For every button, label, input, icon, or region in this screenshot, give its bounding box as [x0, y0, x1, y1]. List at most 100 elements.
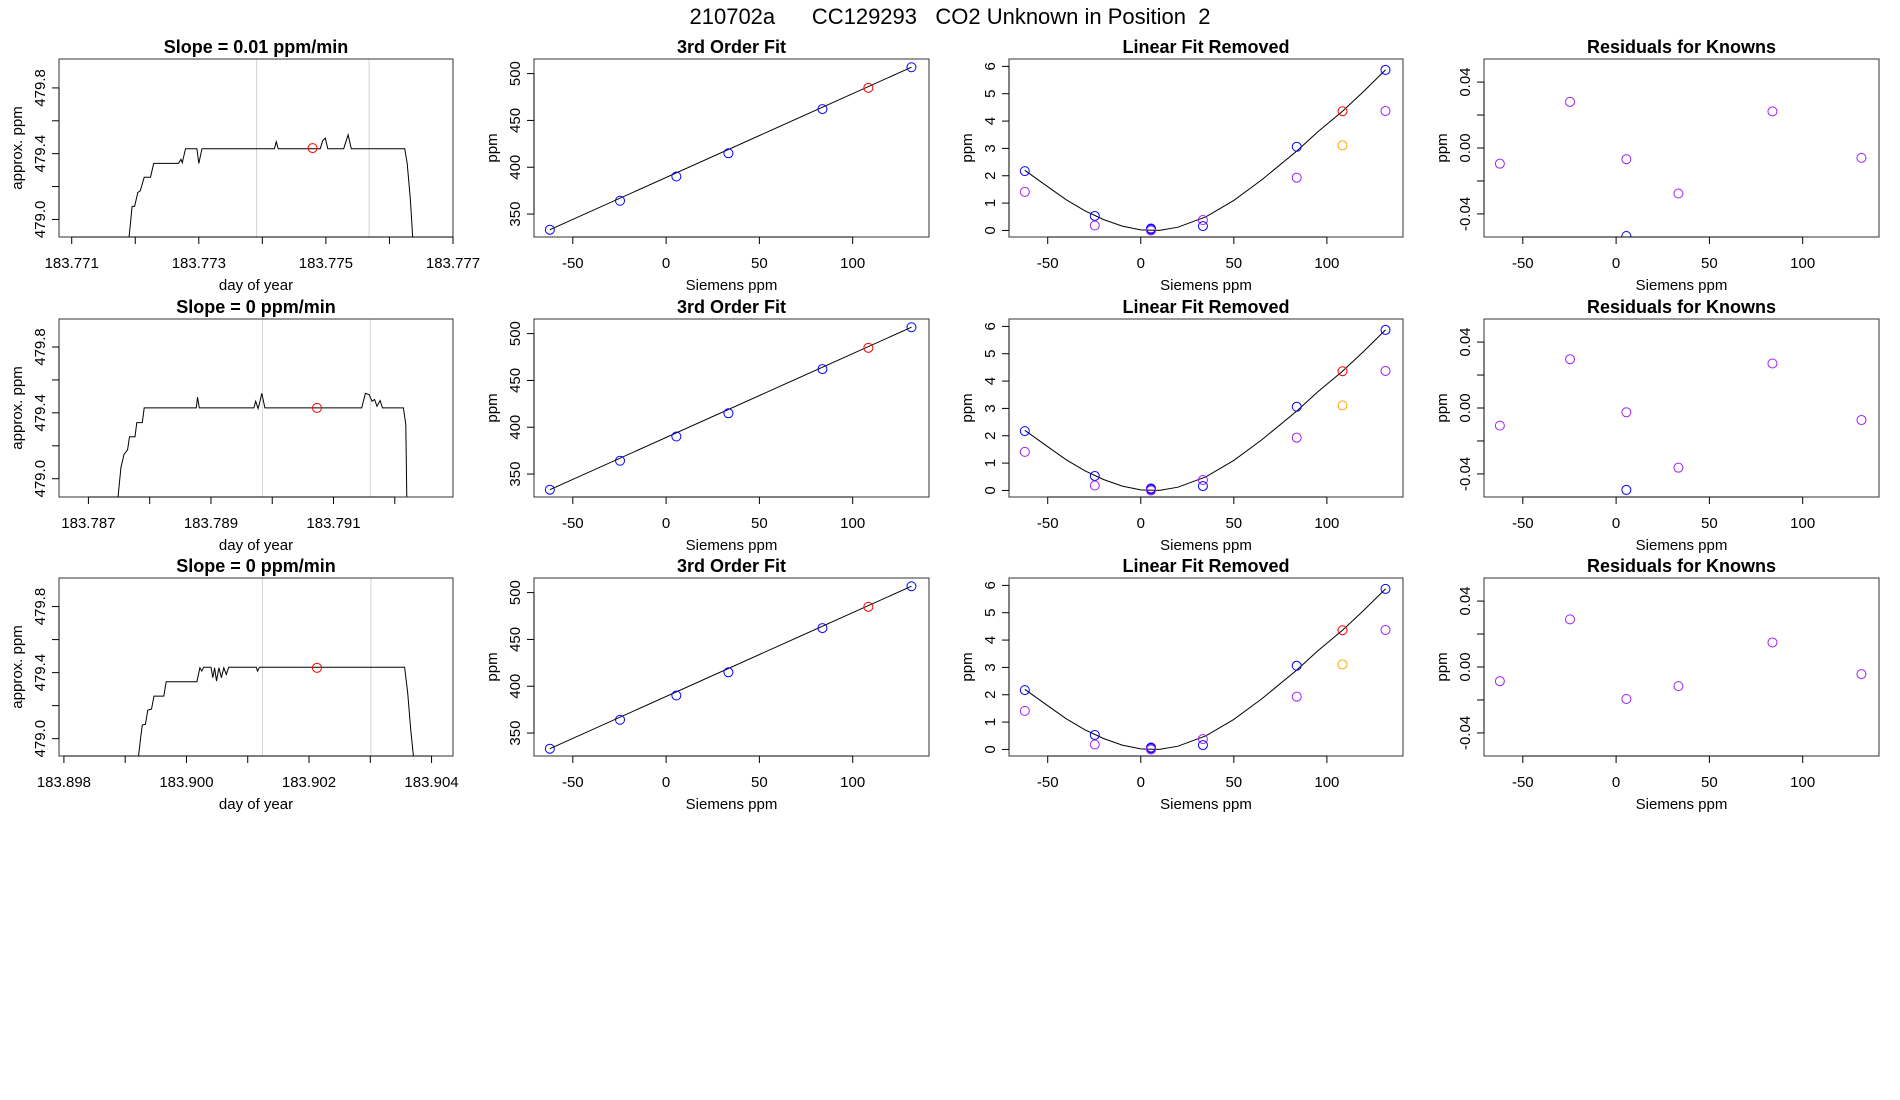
data-point-purple — [1856, 152, 1867, 163]
panel-title: Residuals for Knowns — [1587, 37, 1776, 57]
data-point-red — [307, 143, 318, 154]
x-tick-label: 183.787 — [61, 515, 115, 532]
y-axis-label: approx. ppm — [9, 366, 26, 449]
panel-title: Residuals for Knowns — [1587, 297, 1776, 317]
chart-panel: Linear Fit Removed -50 0 50 100 Siemens ppm 0 1… — [959, 37, 1404, 294]
y-tick-label: 479.4 — [32, 135, 49, 173]
y-tick-label: 0.04 — [1457, 67, 1474, 96]
x-axis-label: Siemens ppm — [1636, 277, 1728, 294]
data-point-purple — [1621, 154, 1632, 165]
data-point-purple — [1856, 669, 1867, 680]
x-tick-label: 183.900 — [159, 774, 213, 791]
data-point-purple — [1380, 624, 1391, 635]
y-tick-label: 1 — [982, 199, 999, 207]
data-point-purple — [1146, 485, 1157, 496]
x-tick-label: 50 — [1701, 255, 1718, 272]
x-axis-label: day of year — [219, 796, 293, 813]
data-point-blue — [1621, 484, 1632, 495]
y-tick-label: 2 — [982, 432, 999, 440]
y-axis-label: ppm — [1434, 652, 1451, 681]
fit-curve — [549, 585, 912, 750]
data-point-blue — [615, 195, 626, 206]
x-tick-label: 100 — [1790, 255, 1815, 272]
y-tick-label: 450 — [507, 368, 524, 393]
y-tick-label: 3 — [982, 404, 999, 412]
data-point-purple — [1089, 480, 1100, 491]
data-point-orange — [1337, 659, 1348, 670]
y-axis-label: ppm — [959, 652, 976, 681]
data-point-purple — [1494, 158, 1505, 169]
data-point-blue — [817, 104, 828, 115]
chart-panel: 3rd Order Fit -50 0 50 100 Siemens ppm 350 400 4… — [484, 556, 930, 813]
x-tick-label: 183.789 — [184, 515, 238, 532]
x-tick-label: -50 — [562, 255, 584, 272]
x-tick-label: 100 — [1790, 515, 1815, 532]
data-point-blue — [671, 431, 682, 442]
y-tick-label: 5 — [982, 609, 999, 617]
data-point-purple — [1089, 739, 1100, 750]
panel-title: 3rd Order Fit — [677, 297, 786, 317]
data-point-blue — [544, 484, 555, 495]
y-tick-label: 4 — [982, 377, 999, 385]
x-tick-label: 183.771 — [45, 255, 99, 272]
data-point-red — [311, 402, 322, 413]
data-point-purple — [1494, 676, 1505, 687]
chart-panel: Residuals for Knowns -50 0 50 100 Siemens ppm… — [1434, 556, 1880, 813]
data-point-blue — [1291, 401, 1302, 412]
chart-panel: Slope = 0.01 ppm/min 183.771 183.773 183.77… — [9, 37, 480, 294]
x-tick-label: 183.791 — [306, 515, 360, 532]
chart-panel: Linear Fit Removed -50 0 50 100 Siemens ppm 0 1… — [959, 556, 1404, 813]
x-axis-label: Siemens ppm — [1160, 537, 1252, 554]
x-tick-label: 50 — [1225, 774, 1242, 791]
data-point-blue — [1146, 223, 1157, 234]
plot-area — [544, 62, 917, 235]
x-tick-label: 50 — [751, 515, 768, 532]
x-tick-label: -50 — [1512, 255, 1534, 272]
y-tick-label: 6 — [982, 581, 999, 589]
ppm-trace-line — [138, 666, 414, 756]
data-point-purple — [1019, 446, 1030, 457]
data-point-blue — [615, 455, 626, 466]
panel-title: Slope = 0.01 ppm/min — [164, 37, 349, 57]
data-point-red — [311, 662, 322, 673]
data-point-blue — [544, 224, 555, 235]
y-tick-label: 1 — [982, 718, 999, 726]
panel-title: 3rd Order Fit — [677, 556, 786, 576]
panel-title: Linear Fit Removed — [1122, 37, 1289, 57]
data-point-purple — [1146, 225, 1157, 236]
y-tick-label: 479.4 — [32, 654, 49, 692]
data-point-purple — [1621, 693, 1632, 704]
y-tick-label: 479.0 — [32, 460, 49, 498]
fit-curve — [1024, 329, 1386, 491]
data-point-blue — [906, 581, 917, 592]
plot-area — [544, 322, 917, 495]
y-tick-label: 400 — [507, 415, 524, 440]
y-tick-label: 350 — [507, 202, 524, 227]
y-tick-label: 479.0 — [32, 720, 49, 758]
y-tick-label: 5 — [982, 90, 999, 98]
x-tick-label: 50 — [1225, 515, 1242, 532]
chart-panel: Linear Fit Removed -50 0 50 100 Siemens ppm 0 1… — [959, 297, 1404, 554]
data-point-blue — [906, 62, 917, 73]
y-tick-label: 3 — [982, 663, 999, 671]
data-point-blue — [817, 364, 828, 375]
data-point-blue — [1089, 729, 1100, 740]
x-tick-label: 0 — [662, 774, 670, 791]
x-axis-label: Siemens ppm — [1160, 796, 1252, 813]
y-tick-label: 0 — [982, 486, 999, 494]
data-point-blue — [1621, 231, 1632, 237]
y-tick-label: 4 — [982, 636, 999, 644]
y-tick-label: 0.04 — [1457, 327, 1474, 356]
data-point-blue — [1197, 481, 1208, 492]
y-tick-label: 479.0 — [32, 201, 49, 239]
x-tick-label: 50 — [751, 255, 768, 272]
data-point-blue — [817, 623, 828, 634]
y-axis-label: ppm — [959, 133, 976, 162]
x-tick-label: 183.904 — [404, 774, 458, 791]
x-tick-label: 0 — [1612, 255, 1620, 272]
y-axis-label: ppm — [959, 393, 976, 422]
data-point-blue — [1291, 660, 1302, 671]
x-axis-label: Siemens ppm — [1636, 796, 1728, 813]
x-axis-label: day of year — [219, 537, 293, 554]
data-point-blue — [1380, 324, 1391, 335]
